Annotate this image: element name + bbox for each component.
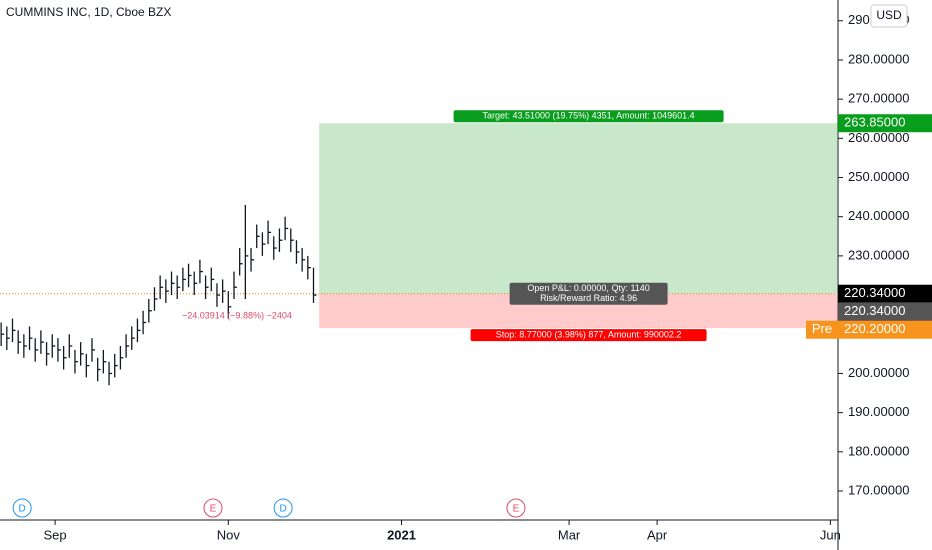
event-label: E <box>210 504 217 515</box>
y-tick-label: 240.00000 <box>848 208 909 223</box>
price-tag-bg <box>838 284 932 303</box>
currency-button <box>870 4 908 28</box>
y-tick-label: 190.00000 <box>848 404 909 419</box>
x-tick-label: Nov <box>217 527 241 542</box>
currency: USD <box>876 8 902 22</box>
event-label: D <box>19 504 26 515</box>
y-tick-label: 180.00000 <box>848 443 909 458</box>
y-tick-label: 230.00000 <box>848 247 909 262</box>
pnl-label-2: Risk/Reward Ratio: 4.96 <box>540 293 637 303</box>
y-tick-label: 260.00000 <box>848 130 909 145</box>
price-tag-bg <box>838 114 932 133</box>
pre-tag: 220.20000 <box>844 321 905 336</box>
event-marker <box>273 498 293 518</box>
event-marker <box>203 498 223 518</box>
pre-name: Pre <box>812 321 832 336</box>
stop-label-bg <box>470 329 707 342</box>
x-tick-label: 2021 <box>387 527 416 542</box>
measure-label: −24.03914 (−9.88%) −2404 <box>182 310 292 320</box>
y-tick-label: 200.00000 <box>848 365 909 380</box>
x-tick-label: Apr <box>647 527 668 542</box>
x-tick-label: Jun <box>820 527 841 542</box>
target-label: Target: 43.51000 (19.75%) 4351, Amount: … <box>483 111 695 121</box>
x-tick-label: Sep <box>44 527 67 542</box>
event-label: D <box>280 504 287 515</box>
pnl-label: Open P&L: 0.00000, Qty: 1140 <box>527 283 649 293</box>
pre-tag-bg <box>806 320 932 339</box>
target-zone <box>319 123 839 294</box>
event-label: E <box>513 504 520 515</box>
event-marker <box>12 498 32 518</box>
y-tick-label: 270.00000 <box>848 91 909 106</box>
target-label-bg <box>453 110 724 123</box>
chart-title: CUMMINS INC, 1D, Cboe BZX <box>6 5 171 19</box>
price-tag: 220.34000 <box>844 285 905 300</box>
event-marker <box>506 498 526 518</box>
stop-label: Stop: 8.77000 (3.98%) 877, Amount: 99000… <box>496 329 682 339</box>
y-tick-label: 250.00000 <box>848 169 909 184</box>
pnl-label-bg <box>509 282 668 305</box>
y-tick-label: 170.00000 <box>848 482 909 497</box>
x-tick-label: Mar <box>558 527 581 542</box>
plot-layer: 170.00000 180.00000 190.00000 200.00000 230.… <box>0 4 932 542</box>
y-tick-label: 280.00000 <box>848 51 909 66</box>
entry-tag-bg <box>838 302 932 321</box>
entry-tag: 220.34000 <box>844 303 905 318</box>
price-tag: 263.85000 <box>844 115 905 130</box>
